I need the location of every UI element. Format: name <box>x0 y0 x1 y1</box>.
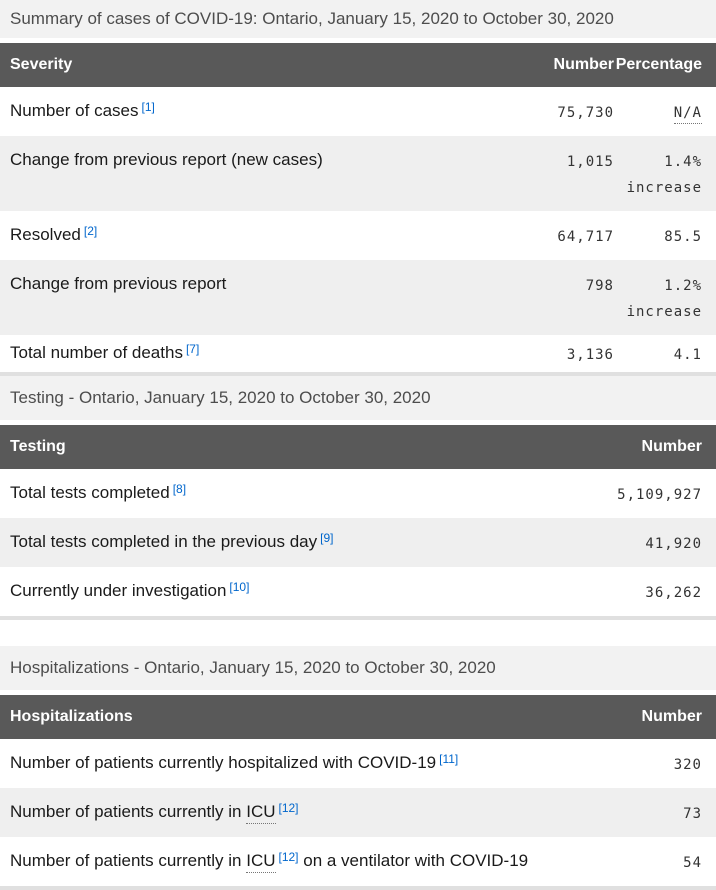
table-row: Total number of deaths [7] 3,136 4.1 <box>0 335 716 374</box>
icu-abbreviation: ICU <box>246 851 276 873</box>
icu-abbreviation: ICU <box>246 802 276 824</box>
table-row: Change from previous report 798 1.2% incr… <box>0 260 716 335</box>
footnote-link[interactable]: [8] <box>172 482 187 496</box>
footnote-link[interactable]: [12] <box>278 801 299 815</box>
row-label-cell: Number of patients currently hospitalize… <box>0 739 606 788</box>
number-cell: 41,920 <box>645 536 702 552</box>
table-row: Currently under investigation [10] 36,262 <box>0 567 716 618</box>
header-row: Hospitalizations Number <box>0 695 716 739</box>
table-row: Resolved [2] 64,717 85.5 <box>0 211 716 260</box>
table-row: Total tests completed [8] 5,109,927 <box>0 469 716 518</box>
number-cell: 1,015 <box>566 154 614 170</box>
row-label-cell: Total tests completed [8] <box>0 469 606 518</box>
row-label-cell: Change from previous report (new cases) <box>0 136 519 211</box>
hospitalizations-table: Hospitalizations - Ontario, January 15, … <box>0 646 716 890</box>
number-cell: 320 <box>673 757 702 773</box>
summary-table: Summary of cases of COVID-19: Ontario, J… <box>0 0 716 376</box>
column-header-hospitalizations: Hospitalizations <box>0 695 606 739</box>
number-cell: 64,717 <box>557 229 614 245</box>
footnote-link[interactable]: [1] <box>141 100 155 114</box>
number-cell: 73 <box>683 806 702 822</box>
row-label: Currently under investigation <box>10 581 227 600</box>
percentage-value: 85.5 <box>664 229 702 245</box>
percentage-cell: 1.2% increase <box>614 260 716 335</box>
percentage-cell: 1.4% increase <box>614 136 716 211</box>
percentage-note: increase <box>626 304 702 320</box>
footnote-link[interactable]: [2] <box>83 224 98 238</box>
row-label-cell: Number of patients currently in ICU [12] <box>0 788 606 837</box>
column-header-testing: Testing <box>0 425 606 469</box>
row-label: Total tests completed <box>10 483 170 502</box>
footnote-link[interactable]: [11] <box>439 752 459 766</box>
column-header-number: Number <box>606 425 716 469</box>
column-header-percentage: Percentage <box>614 43 716 87</box>
percentage-cell: 4.1 <box>614 335 716 374</box>
table-row: Change from previous report (new cases) … <box>0 136 716 211</box>
percentage-value: 4.1 <box>673 347 702 363</box>
testing-table-caption: Testing - Ontario, January 15, 2020 to O… <box>0 376 716 425</box>
hospitalizations-table-caption: Hospitalizations - Ontario, January 15, … <box>0 646 716 695</box>
number-cell: 75,730 <box>557 105 614 121</box>
column-header-severity: Severity <box>0 43 519 87</box>
row-label: Number of cases <box>10 101 139 120</box>
header-row: Severity Number Percentage <box>0 43 716 87</box>
table-row: Number of cases [1] 75,730 N/A <box>0 87 716 136</box>
row-label-cell: Resolved [2] <box>0 211 519 260</box>
footnote-link[interactable]: [12] <box>278 850 299 864</box>
table-row: Number of patients currently hospitalize… <box>0 739 716 788</box>
row-label: Total tests completed in the previous da… <box>10 532 318 551</box>
row-label-cell: Total number of deaths [7] <box>0 335 519 374</box>
row-label-cell: Change from previous report <box>0 260 519 335</box>
row-label-cell: Currently under investigation [10] <box>0 567 606 618</box>
footnote-link[interactable]: [10] <box>229 580 250 594</box>
row-label-cell: Total tests completed in the previous da… <box>0 518 606 567</box>
testing-table: Testing - Ontario, January 15, 2020 to O… <box>0 376 716 620</box>
percentage-cell: 85.5 <box>614 211 716 260</box>
row-label-cell: Number of cases [1] <box>0 87 519 136</box>
number-cell: 5,109,927 <box>617 487 702 503</box>
row-label-suffix: on a ventilator with COVID-19 <box>298 851 529 870</box>
summary-table-caption: Summary of cases of COVID-19: Ontario, J… <box>0 0 716 43</box>
row-label: Number of patients currently hospitalize… <box>10 753 437 772</box>
row-label: Resolved <box>10 225 81 244</box>
percentage-value: 1.4% <box>664 154 702 170</box>
number-cell: 54 <box>683 855 702 871</box>
percentage-note: increase <box>626 180 702 196</box>
row-label-cell: Number of patients currently in ICU [12] … <box>0 837 606 888</box>
table-row: Total tests completed in the previous da… <box>0 518 716 567</box>
footnote-link[interactable]: [7] <box>185 342 200 356</box>
number-cell: 3,136 <box>566 347 614 363</box>
table-row: Number of patients currently in ICU [12] … <box>0 837 716 888</box>
footnote-link[interactable]: [9] <box>320 531 334 545</box>
row-label: Number of patients currently in <box>10 851 247 870</box>
header-row: Testing Number <box>0 425 716 469</box>
na-abbreviation: N/A <box>673 105 702 124</box>
row-label: Change from previous report <box>10 274 227 293</box>
column-header-number: Number <box>606 695 716 739</box>
table-row: Number of patients currently in ICU [12] … <box>0 788 716 837</box>
percentage-value: 1.2% <box>664 278 702 294</box>
row-label: Total number of deaths <box>10 343 183 362</box>
column-header-number: Number <box>519 43 614 87</box>
percentage-cell: N/A <box>614 87 716 136</box>
row-label: Number of patients currently in <box>10 802 247 821</box>
number-cell: 798 <box>585 278 614 294</box>
number-cell: 36,262 <box>645 585 702 601</box>
row-label: Change from previous report (new cases) <box>10 150 323 169</box>
